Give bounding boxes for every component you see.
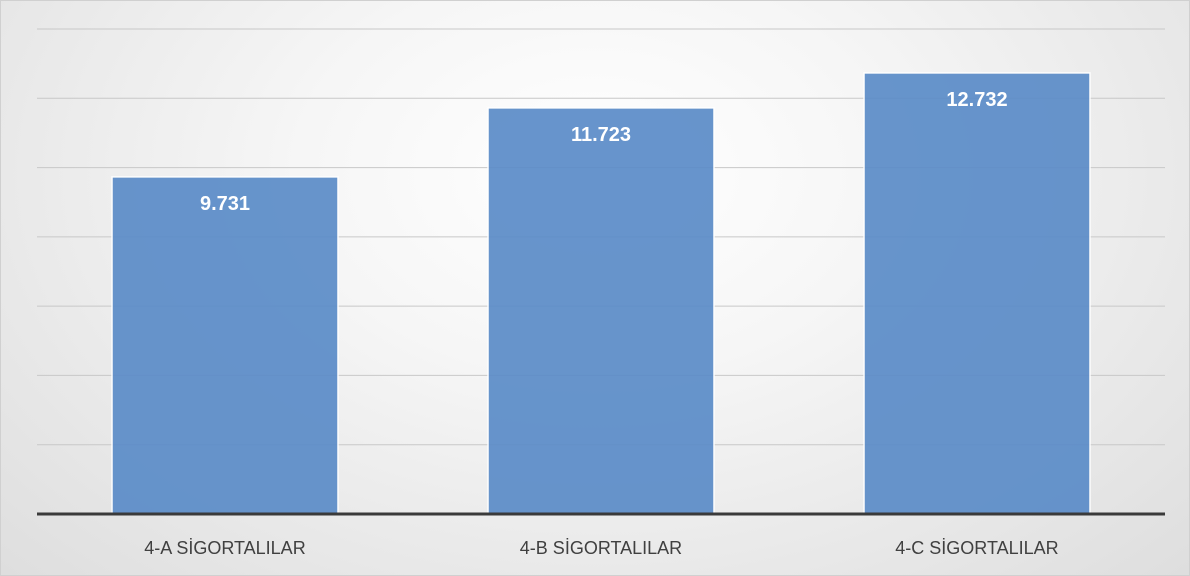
data-label: 9.731 [200, 193, 250, 215]
x-tick-label: 4-C SİGORTALILAR [895, 538, 1058, 558]
bars [111, 72, 1091, 515]
bar [487, 107, 715, 515]
x-tick-label: 4-A SİGORTALILAR [144, 538, 305, 558]
bar [111, 176, 339, 515]
x-tick-labels: 4-A SİGORTALILAR 4-B SİGORTALILAR 4-C SİGO… [144, 538, 1058, 558]
bar [863, 72, 1091, 515]
data-label: 12.732 [946, 89, 1007, 111]
data-label: 11.723 [571, 124, 631, 146]
data-labels: 9.731 11.723 12.732 [200, 89, 1008, 215]
x-tick-label: 4-B SİGORTALILAR [520, 538, 682, 558]
